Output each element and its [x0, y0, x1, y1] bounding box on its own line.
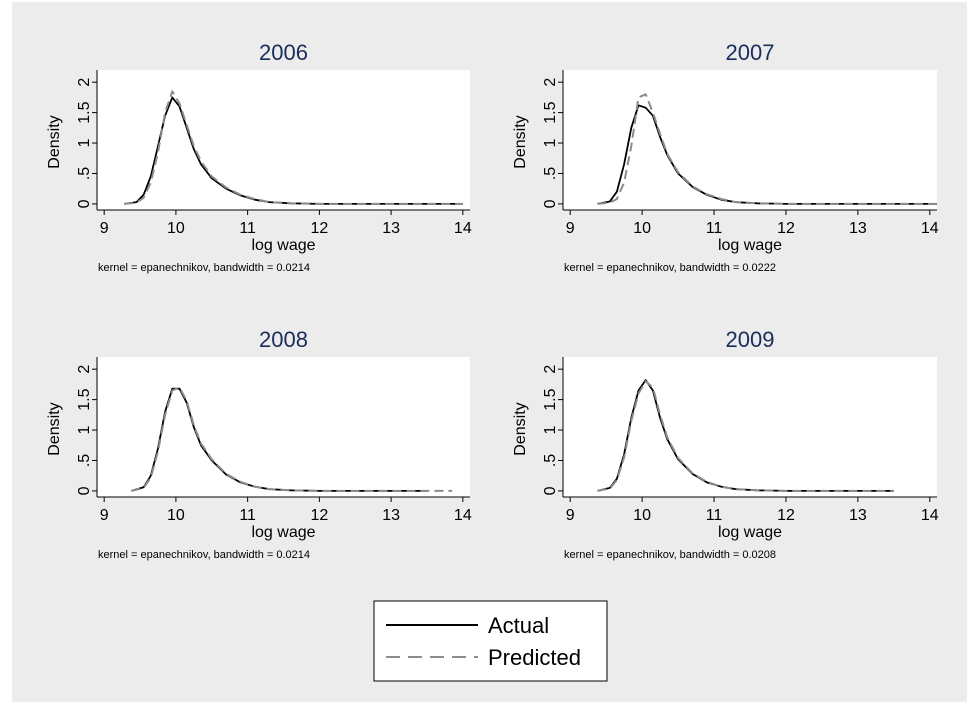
x-tick-label: 14: [454, 507, 472, 524]
x-tick-label: 10: [633, 220, 651, 237]
y-tick-label: 0: [542, 199, 559, 208]
x-tick-label: 12: [777, 220, 795, 237]
y-tick-label: 0: [542, 486, 559, 495]
plot-area: [563, 357, 937, 497]
y-axis-label: Density: [512, 115, 529, 168]
y-tick-label: .5: [542, 167, 559, 180]
panel-title-2009: 2009: [726, 327, 775, 352]
y-tick-label: 1: [76, 138, 93, 147]
x-axis-label: log wage: [251, 524, 315, 541]
y-tick-label: 0: [76, 199, 93, 208]
x-tick-label: 11: [239, 220, 256, 237]
kernel-note: kernel = epanechnikov, bandwidth = 0.021…: [98, 262, 310, 274]
x-tick-label: 9: [566, 507, 575, 524]
x-tick-label: 13: [382, 507, 400, 524]
legend-box: [373, 600, 608, 682]
y-axis-label: Density: [46, 115, 63, 168]
x-tick-label: 11: [706, 220, 723, 237]
y-tick-label: 2: [542, 78, 559, 87]
y-tick-label: 2: [76, 365, 93, 374]
x-tick-label: 9: [566, 220, 575, 237]
panel-title-2007: 2007: [726, 40, 775, 65]
x-tick-label: 10: [633, 507, 651, 524]
y-axis-label: Density: [46, 402, 63, 455]
plot-area: [97, 70, 470, 210]
y-tick-label: .5: [76, 454, 93, 467]
kernel-note: kernel = epanechnikov, bandwidth = 0.022…: [564, 262, 776, 274]
kernel-note: kernel = epanechnikov, bandwidth = 0.021…: [98, 549, 310, 561]
x-axis-label: log wage: [718, 237, 782, 254]
legend-label-predicted: Predicted: [488, 645, 581, 670]
x-axis-label: log wage: [251, 237, 315, 254]
x-tick-label: 12: [310, 220, 328, 237]
x-tick-label: 9: [100, 220, 109, 237]
y-tick-label: .5: [542, 454, 559, 467]
y-tick-label: 1: [542, 138, 559, 147]
kernel-note: kernel = epanechnikov, bandwidth = 0.020…: [564, 549, 776, 561]
x-tick-label: 10: [167, 507, 185, 524]
plot-area: [97, 357, 470, 497]
series-predicted-line: [597, 93, 937, 205]
x-tick-label: 13: [382, 220, 400, 237]
series-predicted-line: [124, 90, 463, 205]
x-tick-label: 11: [706, 507, 723, 524]
x-tick-label: 13: [849, 220, 867, 237]
y-tick-label: 1.5: [76, 388, 93, 410]
x-tick-label: 12: [310, 507, 328, 524]
y-tick-label: 1.5: [542, 101, 559, 123]
x-tick-label: 13: [849, 507, 867, 524]
x-axis-label: log wage: [718, 524, 782, 541]
x-tick-label: 14: [921, 220, 939, 237]
panel-title-2006: 2006: [259, 40, 308, 65]
x-tick-label: 12: [777, 507, 795, 524]
y-tick-label: 0: [76, 486, 93, 495]
x-tick-label: 9: [100, 507, 109, 524]
y-axis-label: Density: [512, 402, 529, 455]
y-tick-label: 1.5: [76, 101, 93, 123]
x-tick-label: 11: [239, 507, 256, 524]
x-tick-label: 10: [167, 220, 185, 237]
x-tick-label: 14: [921, 507, 939, 524]
x-tick-label: 14: [454, 220, 472, 237]
y-tick-label: 1: [76, 425, 93, 434]
panel-title-2008: 2008: [259, 327, 308, 352]
legend-label-actual: Actual: [488, 613, 549, 638]
y-tick-label: 2: [76, 78, 93, 87]
plot-area: [563, 70, 937, 210]
y-tick-label: 1.5: [542, 388, 559, 410]
y-tick-label: 2: [542, 365, 559, 374]
series-predicted-line: [597, 380, 894, 492]
y-tick-label: .5: [76, 167, 93, 180]
y-tick-label: 1: [542, 425, 559, 434]
series-predicted-line: [131, 386, 453, 492]
